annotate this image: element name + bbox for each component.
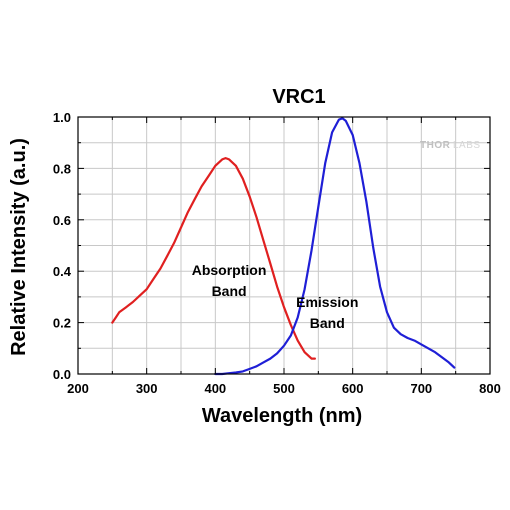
absorption-band-line <box>111 157 316 360</box>
annotation-line: Band <box>310 315 345 331</box>
grid <box>78 117 490 374</box>
x-tick-label: 300 <box>136 381 158 396</box>
y-tick-label: 1.0 <box>53 110 71 125</box>
x-tick-label: 600 <box>342 381 364 396</box>
y-tick-label: 0.0 <box>53 367 71 382</box>
annotation-line: Absorption <box>192 262 267 278</box>
y-tick-label: 0.8 <box>53 161 71 176</box>
x-tick-label: 800 <box>479 381 501 396</box>
absorption-band-label: Absorption Band <box>192 262 267 299</box>
x-tick-label: 700 <box>410 381 432 396</box>
svg-text:THOR: THOR <box>420 140 451 151</box>
y-tick-label: 0.6 <box>53 213 71 228</box>
y-axis-label: Relative Intensity (a.u.) <box>8 138 30 356</box>
ticks: 200 300 400 500 600 700 800 0.0 0.2 0.4 0.6 0.8 1.0 <box>53 110 501 396</box>
y-tick-label: 0.4 <box>53 264 72 279</box>
annotations: Absorption Band Emission Band <box>192 262 359 331</box>
x-tick-label: 500 <box>273 381 295 396</box>
x-tick-label: 200 <box>67 381 89 396</box>
annotation-line: Band <box>212 283 247 299</box>
y-tick-label: 0.2 <box>53 316 71 331</box>
chart-title: VRC1 <box>272 86 325 108</box>
svg-text:LABS: LABS <box>453 140 481 151</box>
x-tick-label: 400 <box>204 381 226 396</box>
x-axis-label: Wavelength (nm) <box>202 405 362 427</box>
series-layer <box>111 117 456 376</box>
annotation-line: Emission <box>296 294 358 310</box>
emission-band-line <box>214 117 456 376</box>
emission-band-label: Emission Band <box>296 294 358 331</box>
thorlabs-logo: THOR LABS <box>420 140 481 151</box>
